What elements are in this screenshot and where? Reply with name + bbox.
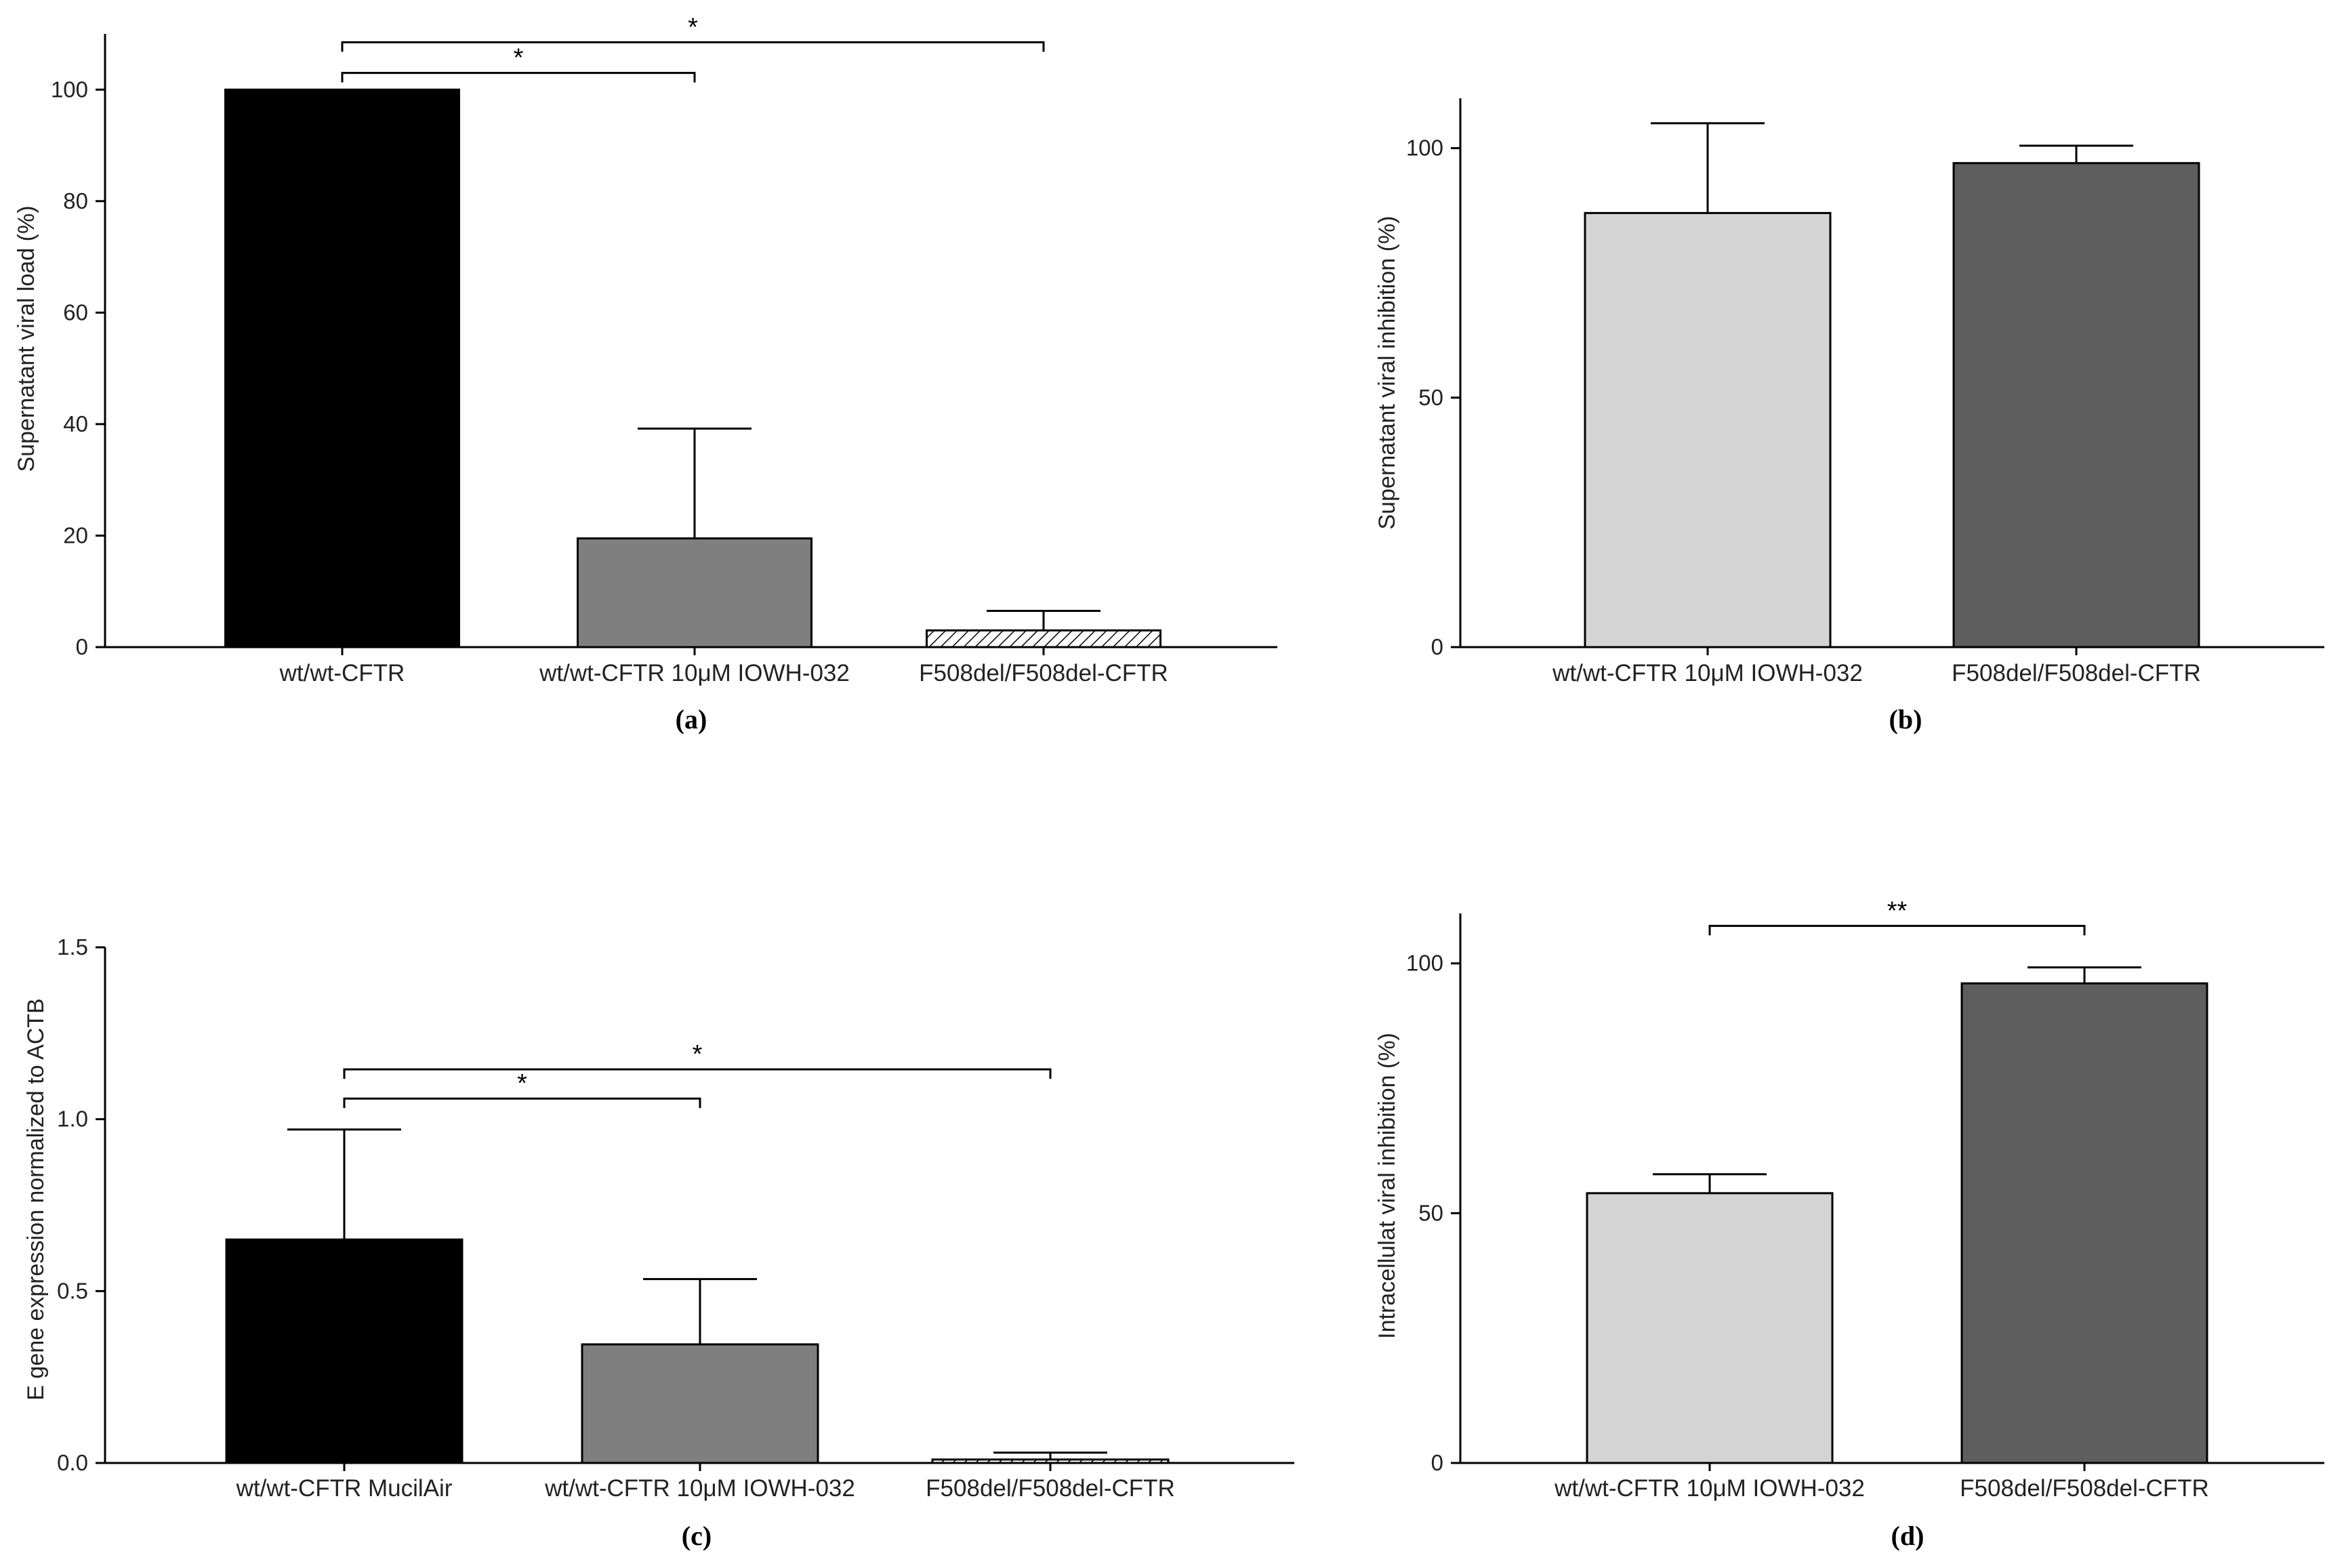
bar-0 [225, 1238, 464, 1464]
category-label: wt/wt-CFTR MucilAir [236, 1475, 453, 1502]
bar-2 [931, 1458, 1170, 1464]
y-tick-label: 20 [63, 522, 88, 548]
significance-bracket [343, 1097, 701, 1109]
significance-label: * [688, 13, 698, 41]
bar-1 [581, 1343, 819, 1464]
y-tick-label: 100 [1406, 136, 1443, 161]
y-tick-label: 0 [76, 634, 88, 659]
y-tick-label: 100 [1406, 951, 1443, 976]
bar-0 [1584, 211, 1832, 648]
y-axis-label: Supernatant viral load (%) [14, 205, 39, 472]
significance-label: * [514, 44, 524, 73]
y-tick-label: 0 [1431, 1450, 1443, 1475]
category-label: F508del/F508del-CFTR [919, 660, 1168, 686]
panel-label: (b) [1889, 704, 1922, 735]
panel-label: (d) [1891, 1521, 1925, 1551]
category-label: F508del/F508del-CFTR [1952, 660, 2201, 686]
y-tick-label: 50 [1418, 1200, 1443, 1225]
panel-label: (c) [682, 1521, 712, 1551]
chart-panel-a: 0 20 40 60 80 100 Supernatant viral load (%) wt… [14, 13, 1277, 735]
y-tick-label: 1.5 [57, 934, 88, 960]
bar-2 [926, 629, 1161, 648]
y-tick-label: 0.5 [57, 1278, 88, 1303]
chart-panel-d: 0 50 100 Intracellulat viral inhibition (%)… [1374, 896, 2324, 1551]
y-axis-label: Supernatant viral inhibition (%) [1374, 215, 1400, 529]
y-tick-label: 80 [63, 188, 88, 213]
category-label: wt/wt-CFTR [279, 660, 405, 686]
significance-bracket [341, 72, 696, 83]
significance-bracket [341, 41, 1045, 52]
y-tick-label: 50 [1418, 385, 1443, 410]
category-label: wt/wt-CFTR 10μM IOWH-032 [1552, 660, 1863, 686]
bar-0 [1586, 1192, 1834, 1464]
bar-0 [224, 88, 460, 648]
category-label: F508del/F508del-CFTR [926, 1475, 1175, 1502]
y-tick-label: 60 [63, 300, 88, 325]
significance-bracket [343, 1068, 1052, 1079]
significance-label: ** [1887, 896, 1908, 925]
category-label: wt/wt-CFTR 10μM IOWH-032 [539, 660, 850, 686]
chart-panel-c: 0.0 0.5 1.0 1.5 E gene expression normalized… [23, 934, 1294, 1551]
category-label: wt/wt-CFTR 10μM IOWH-032 [1554, 1475, 1865, 1502]
significance-bracket [1708, 924, 2086, 936]
y-tick-label: 0.0 [57, 1450, 88, 1475]
y-tick-label: 100 [51, 77, 88, 102]
y-axis-label: E gene expression normalized to ACTB [23, 998, 49, 1400]
bar-1 [1960, 982, 2208, 1464]
panel-label: (a) [676, 704, 707, 735]
y-tick-label: 40 [63, 411, 88, 436]
significance-label: * [693, 1040, 703, 1069]
category-label: F508del/F508del-CFTR [1960, 1475, 2209, 1502]
y-tick-label: 0 [1431, 634, 1443, 659]
bar-1 [1952, 162, 2200, 648]
y-axis-label: Intracellulat viral inhibition (%) [1374, 1033, 1400, 1339]
significance-label: * [517, 1069, 527, 1098]
chart-panel-b: 0 50 100 Supernatant viral inhibition (%) wt… [1374, 98, 2324, 735]
bar-1 [577, 537, 812, 648]
category-label: wt/wt-CFTR 10μM IOWH-032 [544, 1475, 855, 1502]
y-tick-label: 1.0 [57, 1107, 88, 1132]
